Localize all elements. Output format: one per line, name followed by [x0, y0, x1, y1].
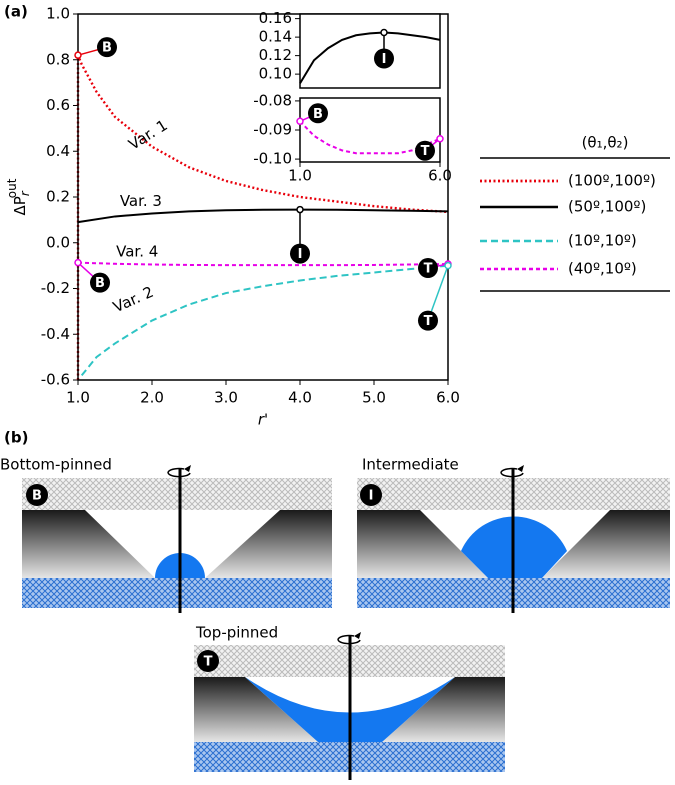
badge	[415, 140, 435, 161]
y-tick-label: 0.0	[46, 233, 70, 251]
y-tick-label: 0.8	[46, 50, 70, 68]
y-tick-label: -0.6	[41, 371, 70, 389]
rotation	[500, 467, 524, 478]
badge-text: T	[204, 655, 213, 670]
x-tick-label: 3.0	[214, 389, 238, 407]
plot-frame	[299, 13, 441, 89]
annotation: Var. 4	[116, 242, 158, 260]
arrow	[354, 632, 361, 639]
point-marker	[74, 258, 82, 267]
legend-title: (θ₁,θ₂)	[582, 134, 629, 152]
legend-label: (40º,10º)	[568, 260, 637, 278]
y-tick-label: -0.09	[253, 121, 292, 139]
y-tick-label: 0.12	[259, 46, 292, 64]
y-tick-label: 0.16	[259, 9, 292, 27]
y-axis-label-main: ΔP	[11, 196, 29, 215]
x-tick-label: 2.0	[140, 389, 164, 407]
point-marker	[444, 261, 452, 270]
diagram-intermediate: Intermediate I	[357, 456, 670, 613]
badge	[26, 484, 48, 506]
y-tick-label: 0.4	[46, 142, 70, 160]
point-marker	[74, 51, 82, 59]
chart: -0.6 -0.4 -0.2 0.0 0.2 0.4 0.6 0.8 1.0 1.0 2.0 3.0 4…	[4, 3, 670, 429]
point-label: T	[424, 314, 433, 329]
series-line	[80, 264, 449, 377]
badge	[197, 650, 219, 672]
rotation	[167, 467, 191, 478]
x-tick-label: 4.0	[288, 389, 312, 407]
badge-text: B	[32, 489, 42, 504]
point-label: T	[424, 262, 433, 277]
point-label: B	[313, 107, 323, 122]
annotation: Var. 1	[125, 116, 170, 154]
legend: (θ₁,θ₂) (100º,100º) (50º,100º) (10º,10º) (40…	[480, 134, 670, 292]
x-tick-label: 6.0	[428, 167, 452, 185]
inset-background	[300, 14, 440, 88]
badge-text: I	[369, 489, 374, 504]
panel-title: Top-pinned	[195, 624, 278, 642]
y-tick-label: 0.6	[46, 96, 70, 114]
badge	[418, 258, 438, 279]
y-tick-label: 0.14	[259, 28, 292, 46]
point-label: B	[102, 41, 112, 56]
point-label: I	[298, 247, 303, 262]
badge	[374, 48, 394, 69]
series-line	[299, 31, 441, 84]
badge	[308, 103, 328, 124]
point-marker	[296, 117, 304, 126]
y-axis-label: ΔProut	[5, 178, 32, 215]
arrow	[184, 465, 191, 472]
x-tick-label: 5.0	[362, 389, 386, 407]
y-axis-label-sup: out	[5, 178, 19, 198]
point-label: B	[95, 276, 105, 291]
plot-frame	[77, 13, 449, 381]
annotation: Var. 2	[110, 283, 156, 317]
plot-frame	[299, 97, 441, 163]
badge	[418, 310, 438, 331]
point-label: I	[382, 52, 387, 67]
x-tick-label: 6.0	[436, 389, 460, 407]
series-line	[77, 261, 449, 267]
point-marker	[296, 205, 304, 214]
diagram-top-pinned: Top-pinned T	[194, 624, 505, 780]
chart: -0.08 -0.09 -0.101.0 6.0 B T	[253, 91, 452, 184]
panel-title: Intermediate	[362, 456, 459, 474]
series-line	[77, 208, 449, 224]
x-tick-label: 1.0	[288, 167, 312, 185]
point-marker	[436, 134, 444, 143]
y-tick-label: -0.2	[41, 279, 70, 297]
panel-title: Bottom-pinned	[0, 456, 112, 474]
y-tick-label: 0.2	[46, 188, 70, 206]
bottom-plate	[22, 578, 332, 608]
y-tick-label: -0.10	[253, 150, 292, 168]
y-axis-label-sub: r	[18, 190, 32, 196]
diagram-bottom-pinned: Bottom-pinned B	[0, 456, 332, 613]
y-tick-label: 0.10	[259, 65, 292, 83]
y-tick-label: 1.0	[46, 5, 70, 23]
y-tick-label: -0.4	[41, 325, 70, 343]
badge	[290, 243, 310, 264]
top-plate	[22, 478, 332, 510]
x-tick-label: 1.0	[66, 389, 90, 407]
panel-label: (b)	[4, 429, 28, 447]
badge	[97, 37, 117, 58]
point-label: T	[421, 144, 430, 159]
legend-label: (100º,100º)	[568, 172, 656, 190]
cavity	[85, 510, 280, 578]
chart: 0.100.120.140.16 I	[259, 9, 441, 89]
y-tick-label: -0.08	[253, 91, 292, 109]
rotation	[337, 634, 361, 645]
legend-label: (50º,100º)	[568, 198, 646, 216]
x-axis-label: r'	[258, 411, 268, 429]
arrow	[517, 465, 524, 472]
badge	[90, 272, 110, 293]
panel-label: (a)	[4, 3, 28, 21]
badge	[360, 484, 382, 506]
point-marker	[380, 28, 388, 37]
legend-label: (10º,10º)	[568, 232, 637, 250]
annotation: Var. 3	[120, 192, 162, 210]
